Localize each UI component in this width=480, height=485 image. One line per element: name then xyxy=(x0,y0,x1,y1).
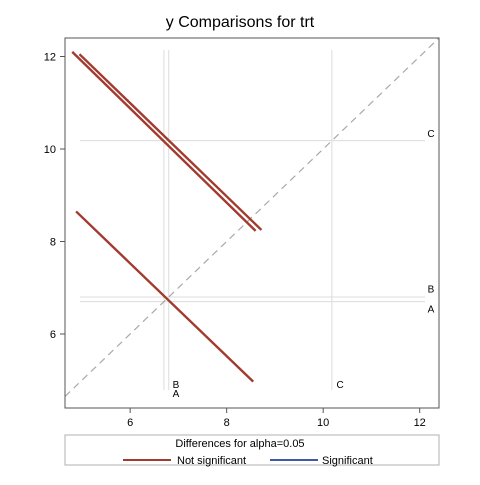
x-tick-label-3: 12 xyxy=(414,417,426,429)
legend-label-not-significant: Not significant xyxy=(177,455,246,467)
x-tick-label-0: 6 xyxy=(127,417,133,429)
diagonal-reference-line xyxy=(64,37,440,397)
y-tick-label-3: 12 xyxy=(44,52,56,64)
difference-segment-0-1 xyxy=(78,53,263,231)
legend-label-significant: Significant xyxy=(322,455,373,467)
reference-label-right-1: B xyxy=(428,285,435,296)
difference-segment-0-2 xyxy=(75,210,255,383)
reference-label-bottom-0: B xyxy=(173,380,180,391)
reference-label-bottom-1: A xyxy=(173,389,180,400)
diagonal-layer xyxy=(64,37,440,397)
legend-box xyxy=(64,434,440,466)
x-axis: 6 8 10 12 xyxy=(127,408,426,429)
plot-area-border xyxy=(64,37,440,409)
legend: Differences for alpha=0.05 Not significa… xyxy=(64,434,440,467)
reference-label-right-2: A xyxy=(428,305,435,316)
legend-title: Differences for alpha=0.05 xyxy=(175,438,304,450)
y-tick-label-1: 8 xyxy=(50,237,56,249)
y-tick-label-2: 10 xyxy=(44,144,56,156)
x-tick-label-2: 10 xyxy=(317,417,329,429)
reference-label-bottom-2: C xyxy=(336,380,343,391)
chart-title: y Comparisons for trt xyxy=(166,14,315,31)
y-axis: 6 8 10 12 xyxy=(44,52,65,341)
reference-label-right-0: C xyxy=(427,129,434,140)
x-tick-label-1: 8 xyxy=(224,417,230,429)
series-layer xyxy=(71,51,263,383)
difference-segment-0-0 xyxy=(71,51,257,232)
mean-reference-lines xyxy=(80,50,425,390)
y-tick-label-0: 6 xyxy=(50,329,56,341)
